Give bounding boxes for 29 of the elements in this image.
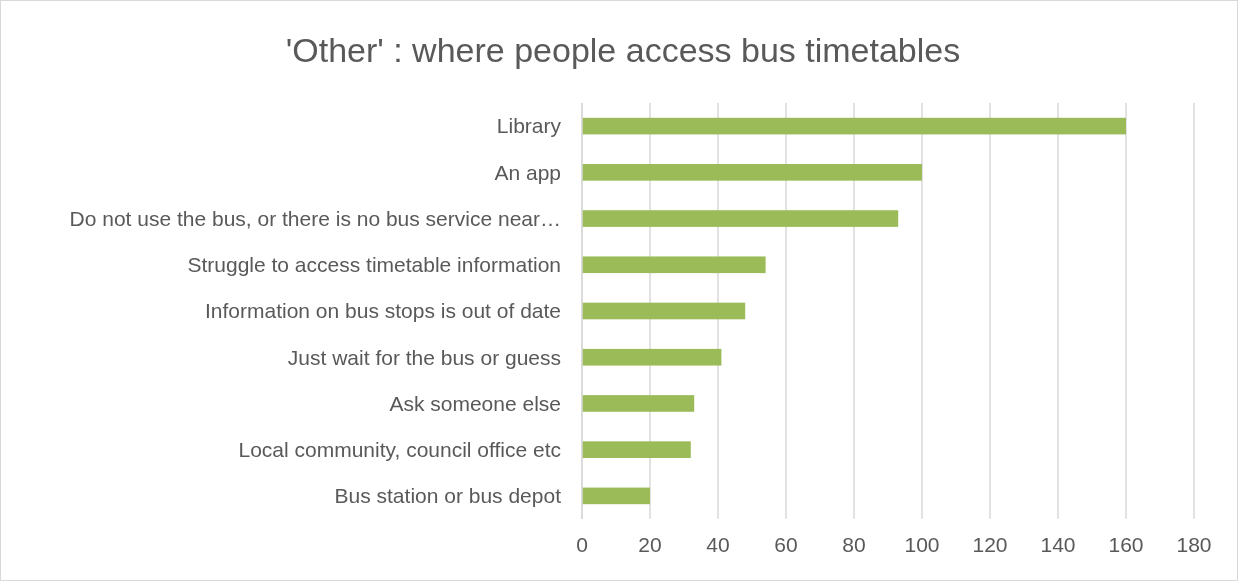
bar [582, 441, 691, 458]
y-tick-label: Ask someone else [389, 391, 561, 415]
y-tick-label: Do not use the bus, or there is no bus service near… [69, 206, 561, 230]
x-tick-label: 120 [972, 533, 1008, 556]
y-tick-label: Just wait for the bus or guess [287, 345, 561, 369]
y-tick-label: Local community, council office etc [238, 438, 561, 462]
bar [582, 395, 695, 412]
x-tick-label: 140 [1040, 533, 1076, 556]
x-tick-label: 160 [1108, 533, 1144, 556]
x-tick-label: 180 [1176, 533, 1212, 556]
x-tick-label: 60 [774, 533, 798, 556]
x-tick-label: 0 [576, 533, 588, 556]
x-tick-label: 100 [904, 533, 940, 556]
bar [582, 210, 899, 227]
bar [582, 256, 766, 274]
bar [582, 164, 922, 181]
chart-title: 'Other' : where people access bus timetables [285, 31, 961, 69]
y-tick-label: An app [494, 160, 561, 184]
y-tick-label: Information on bus stops is out of date [204, 299, 561, 323]
x-tick-label: 40 [706, 533, 730, 556]
bar [582, 348, 722, 366]
y-tick-label: Struggle to access timetable information [187, 253, 561, 277]
x-tick-label: 80 [842, 533, 866, 556]
y-tick-label: Library [496, 114, 562, 138]
y-tick-label: Bus station or bus depot [334, 484, 562, 508]
bar [582, 487, 650, 505]
bar [582, 117, 1126, 135]
x-tick-label: 20 [638, 533, 662, 556]
bar [582, 302, 746, 320]
